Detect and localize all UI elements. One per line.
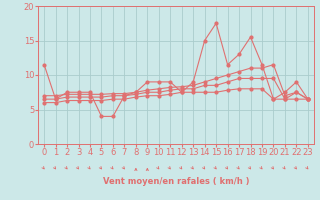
X-axis label: Vent moyen/en rafales ( km/h ): Vent moyen/en rafales ( km/h ) — [103, 177, 249, 186]
